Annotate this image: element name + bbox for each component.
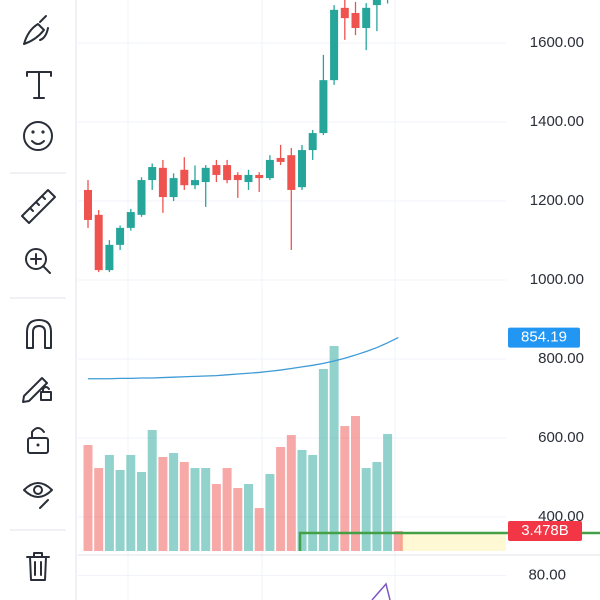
ruler-tool[interactable] xyxy=(21,189,56,224)
candle-body xyxy=(158,167,167,198)
volume-bar xyxy=(265,474,275,551)
candle-body xyxy=(330,9,339,81)
volume-bar xyxy=(351,415,360,551)
lock-tool[interactable] xyxy=(27,427,49,454)
candle-body xyxy=(94,214,103,271)
volume-bar xyxy=(94,468,104,551)
emoji-tool[interactable] xyxy=(23,121,53,151)
drawing xyxy=(371,582,391,600)
moving-average xyxy=(88,337,399,380)
volume-bar xyxy=(244,484,253,551)
volume-value-label: 3.478B xyxy=(521,522,569,539)
volume-bar xyxy=(158,456,168,551)
volume-bar xyxy=(190,468,200,551)
candle-body xyxy=(233,174,242,181)
candle-body xyxy=(340,7,349,19)
volume-bar xyxy=(372,461,382,551)
candle-body xyxy=(116,227,125,245)
lock-drawings-tool[interactable] xyxy=(22,377,52,403)
candle-body xyxy=(105,244,114,271)
volume-bar xyxy=(340,425,350,551)
price-label: 1400.00 xyxy=(530,113,584,130)
volume-bar xyxy=(393,531,403,551)
candle-body xyxy=(351,12,360,29)
candle-body xyxy=(201,167,210,183)
brush-tool[interactable] xyxy=(23,15,49,45)
volume-bar xyxy=(201,468,211,551)
volume-bar xyxy=(318,369,328,551)
ma-value-label: 854.19 xyxy=(521,329,567,346)
candle-body xyxy=(276,157,285,162)
volume-bar xyxy=(286,435,296,551)
candle-body xyxy=(137,180,146,215)
candle-body xyxy=(319,80,328,134)
price-label: 800.00 xyxy=(538,350,584,367)
ma-badge xyxy=(508,327,580,348)
price-label: 1600.00 xyxy=(530,34,584,51)
candle-body xyxy=(126,212,135,228)
volume-bar xyxy=(147,430,157,551)
volume-bar xyxy=(233,487,243,551)
candle-body xyxy=(362,7,371,29)
volume-bar xyxy=(169,453,179,551)
position-zone xyxy=(400,533,506,551)
candle-body xyxy=(287,155,296,190)
candle-body xyxy=(212,165,221,175)
candle-body xyxy=(372,0,381,6)
price-label: 1200.00 xyxy=(530,192,584,209)
volume-bar xyxy=(211,484,221,551)
candle-body xyxy=(255,174,264,179)
volume-bar xyxy=(83,445,93,551)
candle-body xyxy=(180,169,189,186)
price-label: 600.00 xyxy=(538,429,584,446)
candle-body xyxy=(84,189,92,220)
volume-bar xyxy=(297,449,307,551)
toolbar xyxy=(10,15,66,581)
volume-bar xyxy=(137,471,146,551)
volume-bar xyxy=(329,346,339,551)
price-label: 1000.00 xyxy=(530,271,584,288)
volume-bar xyxy=(115,469,125,551)
zoom-tool[interactable] xyxy=(25,248,51,274)
volume-badge xyxy=(508,521,582,542)
volume-bar xyxy=(361,468,371,551)
position-line[interactable] xyxy=(298,531,600,551)
candle-body xyxy=(223,165,232,181)
volume-bar xyxy=(383,433,393,551)
volume-bar xyxy=(126,454,136,551)
candle-body xyxy=(265,159,274,179)
volume-bar xyxy=(179,461,189,551)
candle-body xyxy=(191,180,199,186)
hide-tool[interactable] xyxy=(23,482,53,509)
delete-tool[interactable] xyxy=(26,552,50,581)
price-label: 400.00 xyxy=(538,508,584,525)
volume-bar xyxy=(308,454,318,551)
volume-bar xyxy=(276,446,286,551)
volume-bar xyxy=(254,507,264,551)
magnet-tool[interactable] xyxy=(26,319,52,349)
volume-bar xyxy=(222,468,232,551)
candle-body xyxy=(148,167,157,181)
volume-bar xyxy=(104,454,114,551)
text-tool[interactable] xyxy=(26,71,52,99)
candle-body xyxy=(308,133,317,151)
candle-body xyxy=(244,174,253,183)
candle-body xyxy=(298,150,306,188)
indicator-label: 80.00 xyxy=(528,567,566,584)
candle-body xyxy=(169,178,178,198)
